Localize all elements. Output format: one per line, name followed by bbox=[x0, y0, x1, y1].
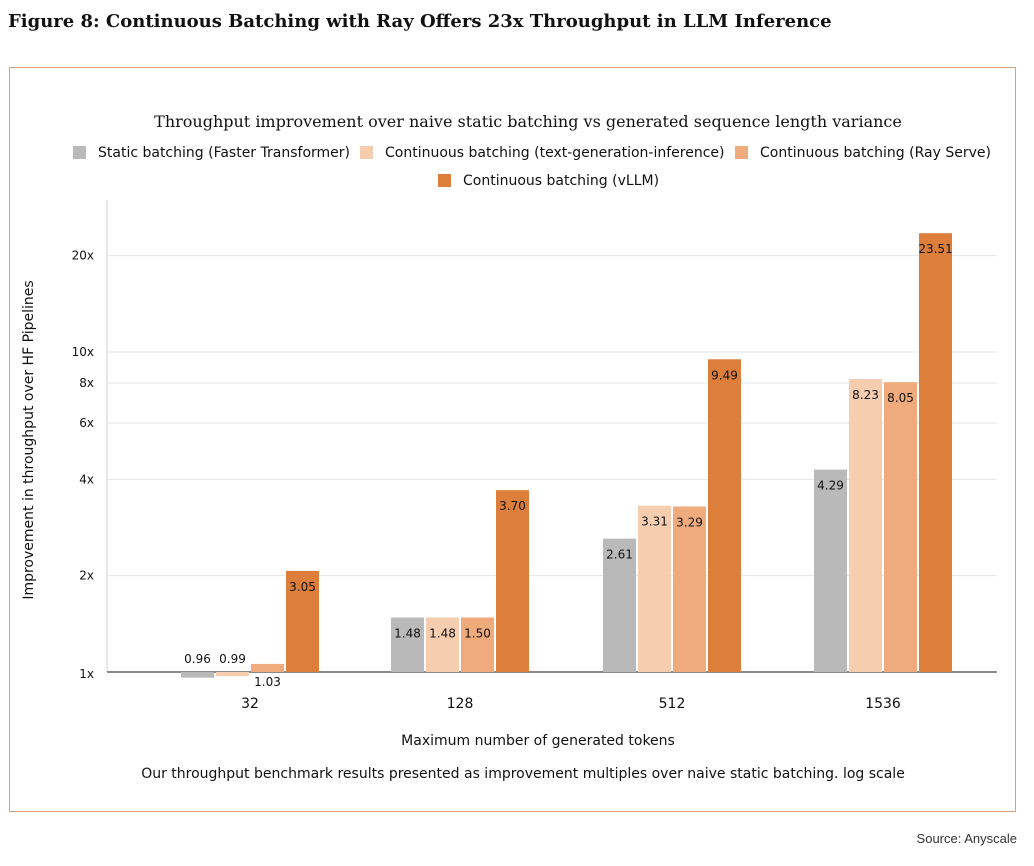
y-tick-label: 6x bbox=[79, 416, 94, 430]
y-axis-label: Improvement in throughput over HF Pipeli… bbox=[21, 280, 37, 599]
legend-swatch bbox=[438, 174, 451, 187]
data-label: 2.61 bbox=[606, 548, 633, 562]
source-note: Source: Anyscale bbox=[916, 831, 1017, 846]
data-label: 3.70 bbox=[499, 499, 526, 513]
y-tick-label: 8x bbox=[79, 376, 94, 390]
data-label: 8.05 bbox=[887, 391, 914, 405]
data-label: 23.51 bbox=[918, 242, 952, 256]
bar bbox=[849, 379, 882, 672]
data-label: 8.23 bbox=[852, 388, 879, 402]
y-tick-label: 2x bbox=[79, 569, 94, 583]
data-label: 3.31 bbox=[641, 515, 668, 529]
bar bbox=[426, 617, 459, 672]
bar bbox=[391, 617, 424, 672]
legend-label: Continuous batching (vLLM) bbox=[463, 173, 659, 189]
legend-label: Continuous batching (Ray Serve) bbox=[760, 145, 991, 161]
bar bbox=[814, 469, 847, 672]
x-tick-label: 512 bbox=[659, 696, 686, 712]
data-label: 3.29 bbox=[676, 515, 703, 529]
bar bbox=[496, 490, 529, 672]
legend-swatch bbox=[360, 146, 373, 159]
x-axis-ticks: 32 128 512 1536 bbox=[241, 696, 901, 712]
y-tick-label: 4x bbox=[79, 472, 94, 486]
data-label: 0.96 bbox=[184, 652, 211, 666]
bar bbox=[216, 672, 249, 677]
y-tick-label: 20x bbox=[72, 249, 94, 263]
y-axis-ticks: 1x 2x 4x 6x 8x 10x 20x bbox=[72, 249, 94, 681]
x-tick-label: 1536 bbox=[865, 696, 901, 712]
bar bbox=[708, 359, 741, 672]
bar bbox=[673, 506, 706, 672]
bar bbox=[603, 538, 636, 672]
legend-label: Static batching (Faster Transformer) bbox=[98, 145, 350, 161]
x-tick-label: 128 bbox=[447, 696, 474, 712]
bar bbox=[461, 617, 494, 672]
y-tick-label: 10x bbox=[72, 345, 94, 359]
bar bbox=[251, 663, 284, 672]
chart-frame bbox=[9, 67, 1016, 812]
legend-swatch bbox=[735, 146, 748, 159]
bar bbox=[181, 672, 214, 678]
bar bbox=[286, 570, 319, 672]
bar bbox=[884, 382, 917, 672]
figure-title: Figure 8: Continuous Batching with Ray O… bbox=[8, 11, 832, 32]
bar bbox=[638, 505, 671, 672]
legend: Static batching (Faster Transformer) Cont… bbox=[73, 145, 991, 189]
data-label: 0.99 bbox=[219, 652, 246, 666]
x-tick-label: 32 bbox=[241, 696, 259, 712]
y-tick-label: 1x bbox=[79, 667, 94, 681]
data-label: 9.49 bbox=[711, 368, 738, 382]
data-label: 4.29 bbox=[817, 479, 844, 493]
data-label: 3.05 bbox=[289, 580, 316, 594]
legend-label: Continuous batching (text-generation-inf… bbox=[385, 145, 725, 161]
chart-title: Throughput improvement over naive static… bbox=[154, 112, 902, 131]
chart-caption: Our throughput benchmark results present… bbox=[141, 766, 905, 782]
data-label: 1.03 bbox=[254, 675, 281, 689]
x-axis-label: Maximum number of generated tokens bbox=[401, 733, 675, 749]
legend-swatch bbox=[73, 146, 86, 159]
bar bbox=[919, 233, 952, 672]
bars: 0.96 0.99 1.03 3.05 1.48 1.48 1.50 3.70 2.61 3.31… bbox=[181, 233, 953, 689]
data-label: 1.48 bbox=[429, 627, 456, 641]
data-label: 1.48 bbox=[394, 627, 421, 641]
data-label: 1.50 bbox=[464, 627, 491, 641]
